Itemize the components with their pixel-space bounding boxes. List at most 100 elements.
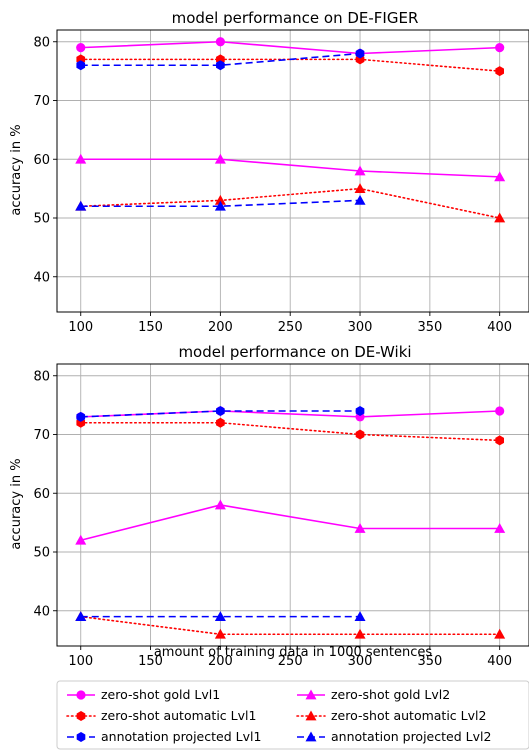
data-point (495, 43, 505, 53)
y-tick-label: 80 (33, 369, 50, 384)
legend-marker (305, 710, 317, 721)
legend-label: zero-shot gold Lvl2 (331, 687, 450, 702)
chart-title: model performance on DE-Wiki (178, 343, 411, 361)
data-point (355, 48, 365, 59)
x-tick-label: 200 (208, 654, 233, 669)
data-point (215, 37, 225, 47)
data-point (75, 611, 87, 622)
x-tick-label: 200 (208, 320, 233, 335)
x-tick-label: 300 (348, 654, 373, 669)
data-point (214, 611, 226, 622)
data-point (494, 628, 506, 639)
chart-de-wiki: model performance on DE-Wiki accuracy in… (9, 343, 529, 669)
x-tick-label: 350 (417, 654, 442, 669)
legend-marker (305, 689, 317, 700)
legend-label: annotation projected Lvl2 (331, 729, 491, 744)
chart-title: model performance on DE-FIGER (172, 9, 419, 27)
series-zero-shot-gold-lvl2 (75, 153, 506, 182)
y-tick-label: 40 (33, 270, 50, 285)
x-tick-label: 300 (348, 320, 373, 335)
y-axis-label: accuracy in % (9, 124, 24, 215)
series-line (80, 158, 500, 178)
data-point (354, 183, 366, 194)
legend-box (56, 680, 529, 750)
legend-entry: annotation projected Lvl1 (67, 729, 261, 744)
data-point (75, 153, 87, 164)
legend-entry: zero-shot automatic Lvl2 (296, 708, 486, 723)
x-axis-label: amount of training data in 1000 sentence… (154, 645, 433, 660)
legend-marker (76, 711, 86, 721)
x-tick-label: 150 (138, 320, 163, 335)
legend-label: zero-shot gold Lvl1 (101, 687, 220, 702)
legend-entry: zero-shot gold Lvl1 (67, 687, 220, 702)
legend-entry: zero-shot automatic Lvl1 (66, 708, 256, 723)
data-point (76, 43, 86, 53)
data-point (495, 435, 504, 446)
series-line (80, 40, 500, 55)
data-point (214, 200, 226, 211)
data-point (494, 523, 506, 533)
data-point (495, 66, 504, 77)
data-point (216, 406, 225, 416)
data-point (76, 60, 86, 71)
x-tick-label: 150 (138, 654, 163, 669)
series-line (79, 187, 501, 219)
legend-marker (76, 732, 86, 742)
y-tick-label: 80 (33, 35, 50, 50)
legend-entry: zero-shot gold Lvl2 (297, 687, 450, 702)
x-tick-label: 400 (487, 654, 512, 669)
data-point (75, 200, 87, 211)
x-tick-label: 400 (487, 320, 512, 335)
series-annotation-projected-lvl1 (76, 406, 365, 422)
series-line (80, 504, 500, 542)
series-annotation-projected-lvl1 (76, 48, 365, 71)
data-point (214, 153, 226, 164)
y-tick-label: 40 (33, 604, 50, 619)
series-annotation-projected-lvl2 (75, 611, 366, 622)
chart-de-figer: model performance on DE-FIGER accuracy i… (9, 9, 529, 335)
x-tick-label: 250 (278, 320, 303, 335)
y-tick-label: 70 (33, 94, 50, 109)
data-point (495, 406, 505, 416)
data-point (494, 171, 506, 182)
series-line (80, 52, 361, 67)
legend-marker (305, 731, 317, 742)
y-tick-label: 60 (33, 153, 50, 168)
y-tick-label: 50 (33, 212, 50, 227)
data-point (355, 406, 365, 416)
y-axis-label: accuracy in % (9, 458, 24, 549)
series-annotation-projected-lvl2 (75, 194, 366, 211)
series-zero-shot-gold-lvl2 (75, 499, 506, 545)
data-point (494, 212, 506, 223)
series-line (79, 615, 501, 636)
data-point (76, 411, 86, 422)
data-point (354, 523, 366, 533)
data-point (214, 194, 226, 205)
data-point (216, 60, 225, 71)
legend: zero-shot gold Lvl1 zero-shot gold Lvl2 ze… (56, 680, 529, 750)
legend-label: annotation projected Lvl1 (101, 729, 261, 744)
y-tick-label: 70 (33, 428, 50, 443)
legend-marker (76, 690, 86, 700)
legend-label: zero-shot automatic Lvl2 (331, 708, 486, 723)
legend-entry: annotation projected Lvl2 (297, 729, 491, 744)
series-line (80, 410, 361, 418)
data-point (354, 194, 366, 205)
data-point (214, 628, 226, 639)
data-point (75, 534, 87, 545)
x-tick-label: 100 (68, 654, 93, 669)
data-point (214, 499, 226, 510)
data-point (355, 429, 365, 440)
y-tick-label: 50 (33, 546, 50, 561)
plot-frame (56, 363, 529, 647)
x-tick-label: 350 (417, 320, 442, 335)
data-point (354, 628, 366, 639)
data-point (354, 611, 366, 622)
y-tick-label: 60 (33, 487, 50, 502)
x-tick-label: 250 (278, 654, 303, 669)
data-point (216, 417, 225, 428)
legend-label: zero-shot automatic Lvl1 (101, 708, 256, 723)
data-point (354, 165, 366, 176)
x-tick-label: 100 (68, 320, 93, 335)
